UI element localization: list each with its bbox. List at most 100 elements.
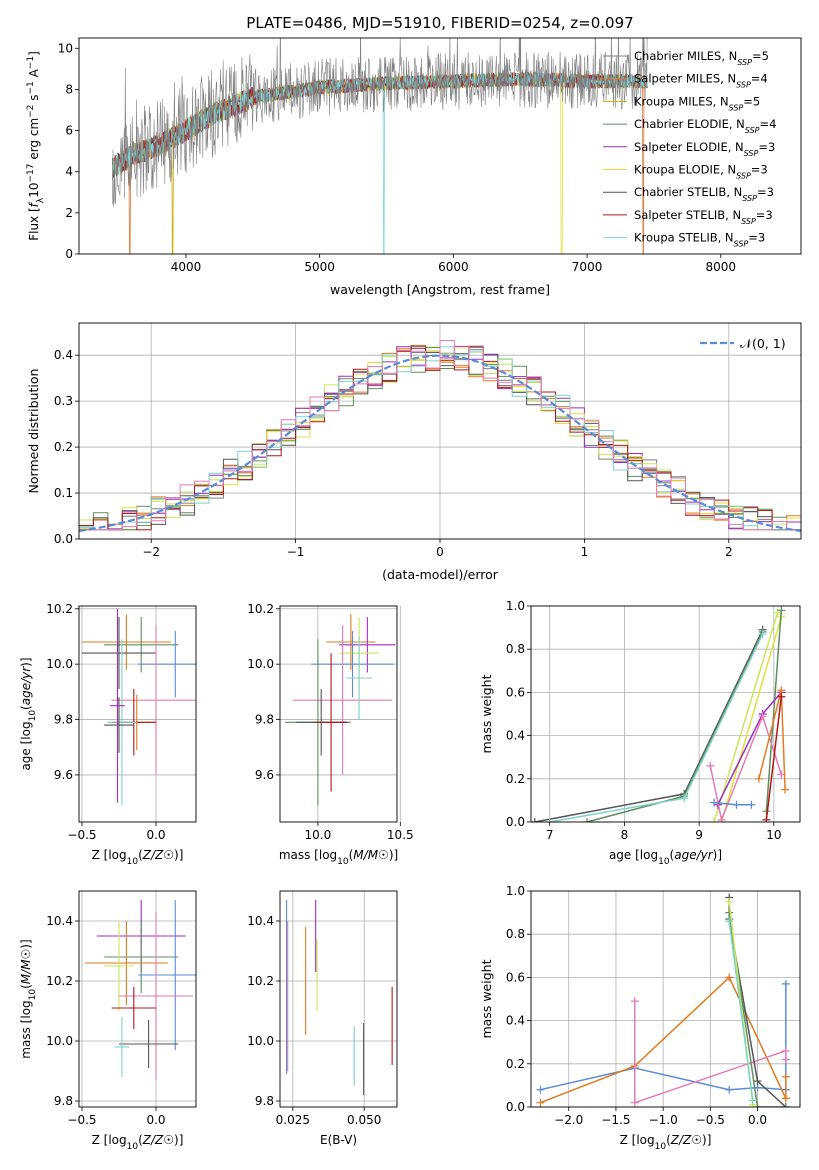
axes-frame xyxy=(279,890,398,1108)
x-axis-label: E(B-V) xyxy=(320,1133,357,1147)
weight-marker xyxy=(781,1103,790,1107)
y-axis-label: mass weight xyxy=(479,959,494,1038)
weight-marker xyxy=(710,798,719,807)
plot-area xyxy=(536,893,790,1107)
errorbar-point xyxy=(107,639,137,806)
x-tick-label: 7 xyxy=(546,828,554,842)
weight-marker xyxy=(781,1046,790,1055)
weight-marker xyxy=(777,692,786,701)
weight-series xyxy=(725,917,757,1105)
legend-label-sub: SSP xyxy=(742,194,757,203)
x-axis-label: Z [log10(Z/Z☉)] xyxy=(92,1133,184,1152)
y-axis-label: Normed distribution xyxy=(26,369,41,494)
y-axis-label: mass weight xyxy=(479,674,494,753)
legend: 𝒩(0, 1) xyxy=(700,336,786,351)
legend-label-sub: SSP xyxy=(745,126,760,135)
panel-ebv-mass: 0.025 0.050 9.8 10.0 10.2 10.4 E(B-V) xyxy=(247,890,398,1147)
label-part: )] xyxy=(19,657,33,666)
legend-label-text: Kroupa STELIB, N xyxy=(634,231,734,245)
legend-label-tail: =5 xyxy=(743,94,760,108)
y-tick-label: 0.1 xyxy=(54,486,73,500)
weight-marker xyxy=(781,979,790,988)
errorbar-point xyxy=(345,636,373,720)
weight-marker xyxy=(762,815,771,822)
x-axis-label: wavelength [Angstrom, rest frame] xyxy=(330,282,550,297)
weight-marker xyxy=(710,818,719,822)
x-tick-label: −0.5 xyxy=(696,1113,725,1127)
weight-line xyxy=(765,610,783,812)
label-part: ( xyxy=(19,984,33,989)
y-tick-label: 9.6 xyxy=(54,768,73,782)
label-part: )] xyxy=(174,1133,183,1147)
label-part: 10 xyxy=(655,1142,667,1152)
plot-area xyxy=(286,900,393,1095)
y-tick-label: 0.8 xyxy=(506,927,525,941)
x-axis-label: (data-model)/error xyxy=(382,567,499,582)
y-tick-label: 10.2 xyxy=(247,602,274,616)
y-tick-label: 0.2 xyxy=(506,772,525,786)
label-part: −17 xyxy=(26,163,36,182)
y-tick-label: 2 xyxy=(65,206,73,220)
label-part: 10 xyxy=(27,182,41,197)
label-part: )] xyxy=(19,939,33,948)
plot-area xyxy=(284,614,396,806)
errorbar-point xyxy=(111,987,157,1029)
weight-line xyxy=(720,616,783,822)
weight-line xyxy=(549,633,764,822)
label-part: mass [log xyxy=(19,1000,33,1058)
spectrum-line xyxy=(112,71,648,254)
errorbar-point xyxy=(104,697,134,753)
x-tick-label: 9 xyxy=(695,828,703,842)
weight-marker xyxy=(545,818,554,822)
errorbar-point xyxy=(111,625,196,775)
y-tick-label: 10.4 xyxy=(46,914,73,928)
x-tick-label: 8000 xyxy=(706,260,737,274)
weight-series xyxy=(762,692,786,822)
x-tick-label: −2.0 xyxy=(554,1113,583,1127)
y-tick-label: 9.8 xyxy=(54,713,73,727)
weight-line xyxy=(709,713,783,822)
errorbar-point xyxy=(311,630,394,698)
label-part: ( xyxy=(670,848,675,862)
label-part: s xyxy=(27,94,41,104)
legend-label-sub: SSP xyxy=(741,216,756,225)
legend-label-tail: =3 xyxy=(756,208,773,222)
y-tick-label: 1.0 xyxy=(506,599,525,613)
label-part: age/yr xyxy=(19,666,33,705)
label-part: )] xyxy=(713,848,722,862)
axes-frame xyxy=(78,605,197,823)
legend-label-sub: SSP xyxy=(734,239,749,248)
x-tick-label: 10.5 xyxy=(387,828,414,842)
x-tick-label: 0.050 xyxy=(347,1113,381,1127)
weight-marker xyxy=(531,818,539,822)
y-tick-label: 9.6 xyxy=(255,768,274,782)
label-part: Z/Z☉ xyxy=(142,848,174,862)
weight-marker xyxy=(725,1085,734,1094)
axes-frame xyxy=(279,605,398,823)
panel-Z-age: −0.5 0.09.69.810.010.2Z [log10(Z/Z☉)]age … xyxy=(19,602,197,867)
y-tick-label: 0.2 xyxy=(54,440,73,454)
x-axis-label: Z [log10(Z/Z☉)] xyxy=(92,848,184,867)
legend-label-tail: =5 xyxy=(752,49,769,63)
weight-marker xyxy=(781,785,790,794)
x-tick-label: 1 xyxy=(581,545,589,559)
label-part: 10 xyxy=(28,989,38,1001)
weight-line xyxy=(586,631,764,822)
errorbar-point xyxy=(114,1017,130,1077)
axes-frame xyxy=(78,890,197,1108)
x-tick-label: 0.025 xyxy=(276,1113,310,1127)
label-part: 10 xyxy=(127,1142,139,1152)
x-tick-label: −2 xyxy=(142,545,160,559)
weight-marker xyxy=(732,800,741,809)
label-part: −1 xyxy=(26,81,36,94)
y-tick-label: 10.0 xyxy=(247,657,274,671)
weight-line xyxy=(540,976,787,1104)
legend-label: Chabrier STELIB, NSSP=3 xyxy=(634,185,774,203)
y-tick-label: 10.4 xyxy=(247,914,274,928)
weight-marker xyxy=(747,800,756,809)
legend-label-tail: =3 xyxy=(751,163,768,177)
y-tick-label: 10.0 xyxy=(247,1034,274,1048)
label-part: age [log xyxy=(609,848,658,862)
label-part: ( xyxy=(666,1133,671,1147)
label-part: age/yr xyxy=(674,848,713,862)
